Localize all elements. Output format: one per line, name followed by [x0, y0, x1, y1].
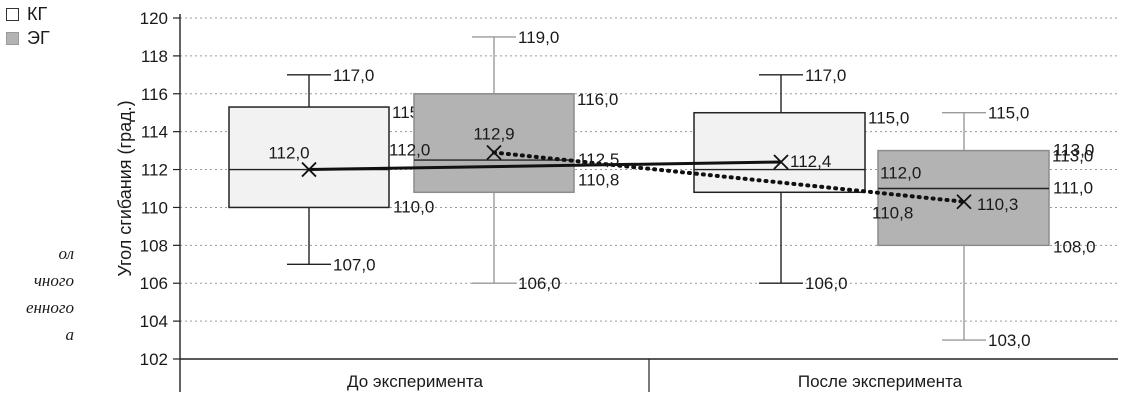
caption-line: а: [65, 325, 75, 344]
y-tick-label: 108: [140, 236, 168, 255]
box: [228, 106, 390, 209]
x-category-label: После эксперимента: [798, 372, 963, 391]
max-label: 119,0: [518, 28, 559, 47]
q1-label: 108,0: [1053, 237, 1096, 256]
y-tick-label: 106: [140, 274, 168, 293]
mean-label: 112,4: [790, 152, 831, 171]
q1-label: 110,0: [393, 197, 434, 216]
min-label: 103,0: [988, 331, 1031, 350]
caption-line: ол: [58, 244, 75, 263]
legend-label-eg: ЭГ: [27, 28, 50, 48]
median-label: 112,0: [880, 164, 921, 183]
mean-label: 110,3: [977, 195, 1018, 214]
y-tick-label: 114: [141, 123, 168, 142]
legend-item-kg: КГ: [6, 2, 50, 26]
median-label: 111,0: [1053, 179, 1093, 198]
y-tick-label: 110: [141, 198, 168, 217]
legend-swatch-eg: [6, 31, 19, 45]
legend-label-kg: КГ: [27, 4, 48, 24]
min-label: 106,0: [518, 274, 561, 293]
min-label: 106,0: [805, 274, 848, 293]
y-axis-title: Угол сгибания (град.): [115, 100, 135, 276]
q1-label: 110,8: [872, 203, 913, 222]
legend: КГ ЭГ: [6, 2, 50, 50]
q3-label: 115,0: [868, 109, 909, 128]
q1-label: 110,8: [578, 170, 619, 189]
legend-swatch-kg: [6, 7, 19, 21]
y-tick-label: 120: [140, 9, 168, 28]
y-tick-label: 116: [141, 85, 168, 104]
legend-item-eg: ЭГ: [6, 26, 50, 50]
mean-marker: [486, 144, 502, 161]
y-tick-label: 102: [140, 350, 168, 369]
max-label: 115,0: [988, 104, 1029, 123]
x-category-label: До эксперимента: [347, 372, 483, 391]
mean-label: 112,9: [473, 125, 514, 144]
y-tick-label: 104: [140, 312, 168, 331]
median-label: 112,5: [578, 150, 619, 169]
q3-label: 116,0: [577, 90, 618, 109]
mean-marker: [301, 161, 317, 178]
box: [693, 111, 866, 194]
y-tick-label: 112: [141, 161, 168, 180]
caption-line: чного: [33, 271, 74, 290]
box: [413, 93, 575, 194]
max-label: 117,0: [805, 66, 846, 85]
y-tick-label: 118: [141, 47, 168, 66]
box: [877, 149, 1050, 247]
mean-marker: [773, 154, 789, 170]
max-label: 117,0: [333, 66, 374, 85]
caption-line: енного: [25, 298, 74, 317]
q3-label: 113,0: [1052, 147, 1093, 166]
min-label: 107,0: [333, 255, 376, 274]
mean-marker: [956, 194, 972, 210]
trend-line-kg: [308, 160, 782, 172]
median-label: 112,0: [389, 141, 430, 160]
figure-caption-fragment: ол чного енного а: [0, 240, 100, 348]
q3-label: 113,0: [1053, 141, 1094, 160]
mean-label: 112,0: [268, 144, 309, 163]
trend-line-eg: [492, 150, 966, 204]
